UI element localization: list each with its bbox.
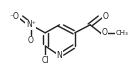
Text: Cl: Cl xyxy=(41,56,49,65)
Text: N: N xyxy=(57,51,62,60)
Text: CH₃: CH₃ xyxy=(116,30,128,36)
Text: ⁻O: ⁻O xyxy=(10,12,20,21)
Text: O: O xyxy=(101,28,107,37)
Text: O: O xyxy=(102,12,108,21)
Text: N⁺: N⁺ xyxy=(26,20,36,29)
Text: O: O xyxy=(28,36,34,45)
